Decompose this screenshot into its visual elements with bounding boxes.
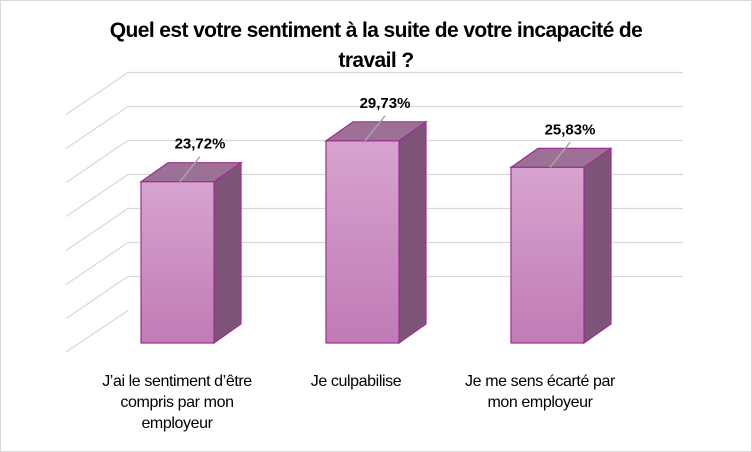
data-label-3: 25,83%: [545, 121, 596, 138]
bar-front: [140, 181, 215, 344]
bar-side: [583, 147, 612, 345]
bar-1: [139, 161, 243, 345]
gridline-side: [65, 275, 129, 320]
category-label-3: Je me sens écarté par mon employeur: [440, 371, 640, 413]
category-label-2: Je culpabilise: [256, 371, 456, 392]
data-label-1: 23,72%: [175, 136, 226, 153]
bar-front: [510, 166, 585, 344]
category-label-2-line-1: Je culpabilise: [310, 373, 402, 390]
leader-line: [179, 156, 201, 183]
chart-title-line-1: Quel est votre sentiment à la suite de v…: [109, 19, 643, 42]
category-label-3-line-1: Je me sens écarté par: [465, 373, 615, 390]
leader-line: [364, 115, 386, 142]
category-label-3-line-2: mon employeur: [487, 394, 593, 411]
bar-2: [324, 120, 428, 345]
category-label-1: J’ai le sentiment d’être compris par mon…: [77, 371, 277, 434]
leader-line: [549, 141, 571, 168]
bar-side: [398, 120, 427, 345]
bar-3: [509, 147, 613, 345]
category-label-1-line-2: compris par mon: [120, 394, 234, 411]
gridline-side: [65, 207, 129, 252]
gridline-side: [65, 173, 129, 218]
gridline-side: [65, 105, 129, 150]
data-labels: 23,72% 29,73% 25,83%: [175, 95, 596, 183]
gridline-side: [65, 71, 129, 116]
category-label-1-line-3: employeur: [141, 415, 213, 432]
category-label-1-line-1: J’ai le sentiment d’être: [102, 373, 252, 390]
bar-front: [325, 140, 400, 344]
chart-title-line-2: travail ?: [338, 49, 414, 72]
bars: [139, 120, 613, 345]
gridline-side: [65, 139, 129, 184]
bar-side: [213, 161, 242, 345]
chart-title: Quel est votre sentiment à la suite de v…: [60, 16, 692, 76]
gridline-floor: [65, 309, 129, 353]
data-label-2: 29,73%: [360, 95, 411, 112]
gridline-side: [65, 241, 129, 286]
